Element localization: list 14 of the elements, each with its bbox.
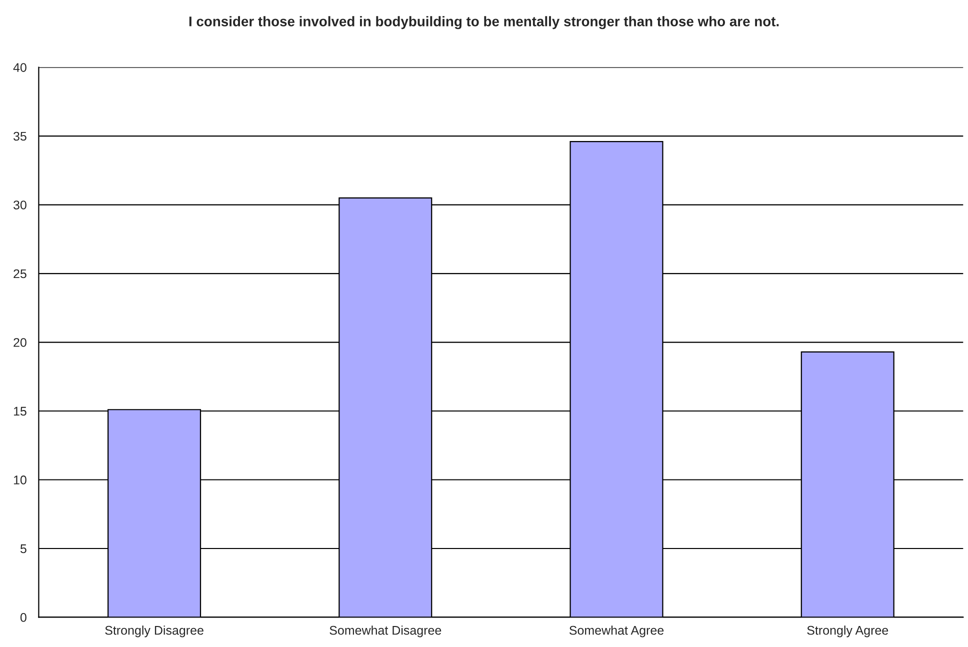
y-tick-label: 5 — [20, 544, 26, 554]
y-tick-label: 0 — [20, 613, 26, 622]
y-tick-label: 40 — [13, 63, 26, 72]
y-tick-label: 30 — [13, 200, 26, 210]
x-tick-label: Strongly Agree — [807, 626, 888, 638]
y-tick-label: 10 — [14, 476, 26, 484]
x-tick-label: Somewhat Disagree — [330, 626, 442, 638]
y-tick-label: 35 — [13, 132, 26, 141]
y-tick-label: 25 — [14, 269, 26, 278]
y-tick-label: 15 — [14, 406, 26, 416]
chart-title: I consider those involved in bodybuilding to be mentally stronger than those who are not. — [189, 16, 779, 30]
x-tick-label: Somewhat Agree — [569, 626, 664, 638]
x-tick-label: Strongly Disagree — [105, 626, 204, 638]
y-tick-label: 20 — [14, 338, 26, 347]
